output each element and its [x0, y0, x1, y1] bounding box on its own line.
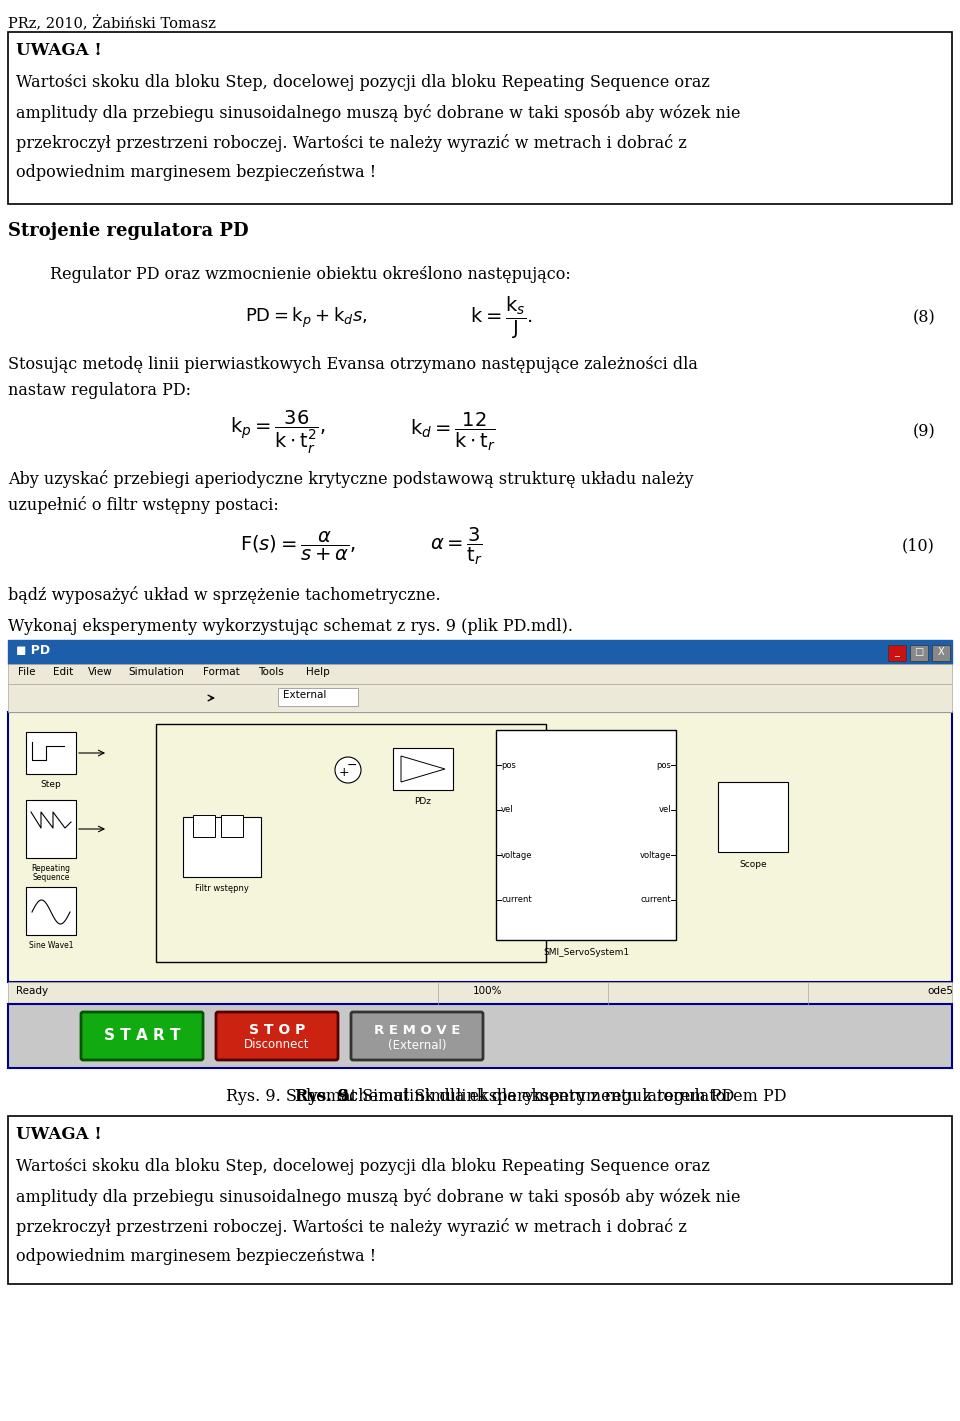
Text: vel: vel	[659, 806, 671, 814]
Text: $\mathrm{k}_p = \dfrac{36}{\mathrm{k} \cdot \mathrm{t}_r^2},$: $\mathrm{k}_p = \dfrac{36}{\mathrm{k} \c…	[230, 408, 325, 456]
FancyBboxPatch shape	[351, 1012, 483, 1060]
Bar	[718, 782, 788, 853]
Text: Tools: Tools	[258, 666, 284, 676]
Bar	[8, 982, 952, 1005]
Text: $\mathrm{F}(s) = \dfrac{\alpha}{s + \alpha},$: $\mathrm{F}(s) = \dfrac{\alpha}{s + \alp…	[240, 530, 356, 563]
Bar	[496, 730, 676, 941]
Text: pos: pos	[656, 760, 671, 770]
Text: X: X	[938, 647, 945, 657]
Text: Filtr wstępny: Filtr wstępny	[195, 884, 249, 892]
Text: Rys. 9.: Rys. 9.	[295, 1088, 354, 1106]
Bar	[26, 732, 76, 774]
Text: R E M O V E: R E M O V E	[373, 1023, 460, 1036]
Text: Rys. 9. Schemat Simulink dla eksperymentu z regulatorem PD: Rys. 9. Schemat Simulink dla eksperyment…	[226, 1088, 734, 1106]
Text: ◼ PD: ◼ PD	[16, 644, 50, 657]
Text: Scope: Scope	[739, 860, 767, 870]
Text: ode5: ode5	[927, 986, 953, 996]
Bar	[156, 725, 546, 962]
Text: Help: Help	[306, 666, 329, 676]
Bar	[393, 747, 453, 790]
Bar	[8, 684, 952, 712]
Text: uzupełnić o filtr wstępny postaci:: uzupełnić o filtr wstępny postaci:	[8, 496, 278, 514]
Text: Ready: Ready	[16, 986, 48, 996]
Text: Wartości skoku dla bloku Step, docelowej pozycji dla bloku Repeating Sequence or: Wartości skoku dla bloku Step, docelowej…	[16, 74, 709, 91]
Text: Wykonaj eksperymenty wykorzystując schemat z rys. 9 (plik PD.mdl).: Wykonaj eksperymenty wykorzystując schem…	[8, 618, 573, 635]
Bar	[8, 1005, 952, 1069]
Text: SMI_ServoSystem1: SMI_ServoSystem1	[543, 948, 629, 956]
FancyBboxPatch shape	[81, 1012, 203, 1060]
Text: current: current	[640, 895, 671, 905]
Bar	[26, 887, 76, 935]
Polygon shape	[401, 756, 445, 782]
Bar	[8, 33, 952, 205]
Text: vel: vel	[501, 806, 514, 814]
Bar	[888, 645, 906, 661]
Text: Simulation: Simulation	[128, 666, 184, 676]
Text: Step: Step	[40, 780, 61, 789]
FancyBboxPatch shape	[216, 1012, 338, 1060]
Text: 100%: 100%	[473, 986, 503, 996]
Text: amplitudy dla przebiegu sinusoidalnego muszą być dobrane w taki sposób aby wózek: amplitudy dla przebiegu sinusoidalnego m…	[16, 1188, 740, 1206]
Text: Sine Wave1: Sine Wave1	[29, 941, 73, 951]
Text: External: External	[283, 691, 326, 701]
Bar	[183, 817, 261, 877]
Text: $\alpha = \dfrac{3}{\mathrm{t}_r}$: $\alpha = \dfrac{3}{\mathrm{t}_r}$	[430, 526, 483, 567]
Text: UWAGA !: UWAGA !	[16, 43, 102, 60]
Text: +: +	[339, 766, 349, 780]
Bar	[8, 1115, 952, 1285]
Text: current: current	[501, 895, 532, 905]
Circle shape	[335, 757, 361, 783]
Text: amplitudy dla przebiegu sinusoidalnego muszą być dobrane w taki sposób aby wózek: amplitudy dla przebiegu sinusoidalnego m…	[16, 104, 740, 122]
Text: (9): (9)	[912, 423, 935, 441]
Text: □: □	[914, 647, 924, 657]
Text: Regulator PD oraz wzmocnienie obiektu określono następująco:: Regulator PD oraz wzmocnienie obiektu ok…	[50, 266, 571, 283]
Text: _: _	[895, 647, 900, 657]
Text: S T O P: S T O P	[249, 1023, 305, 1037]
Text: pos: pos	[501, 760, 516, 770]
Text: Stosując metodę linii pierwiastkowych Evansa otrzymano następujące zależności dl: Stosując metodę linii pierwiastkowych Ev…	[8, 357, 698, 372]
Text: voltage: voltage	[639, 851, 671, 860]
Text: Format: Format	[203, 666, 240, 676]
Bar	[8, 664, 952, 684]
Text: PRz, 2010, Żabiński Tomasz: PRz, 2010, Żabiński Tomasz	[8, 16, 216, 31]
Text: $\mathrm{k}_d = \dfrac{12}{\mathrm{k} \cdot \mathrm{t}_r}$: $\mathrm{k}_d = \dfrac{12}{\mathrm{k} \c…	[410, 411, 496, 453]
Text: (External): (External)	[388, 1039, 446, 1052]
Text: Aby uzyskać przebiegi aperiodyczne krytyczne podstawową strukturę układu należy: Aby uzyskać przebiegi aperiodyczne kryty…	[8, 470, 693, 487]
Text: bądź wyposażyć układ w sprzężenie tachometryczne.: bądź wyposażyć układ w sprzężenie tachom…	[8, 585, 441, 604]
Bar	[932, 645, 950, 661]
Text: przekroczył przestrzeni roboczej. Wartości te należy wyrazić w metrach i dobrać : przekroczył przestrzeni roboczej. Wartoś…	[16, 1218, 686, 1236]
Bar	[278, 688, 358, 706]
Text: nastaw regulatora PD:: nastaw regulatora PD:	[8, 382, 191, 399]
Text: Edit: Edit	[53, 666, 73, 676]
Text: voltage: voltage	[501, 851, 533, 860]
Bar	[221, 816, 243, 837]
Text: (10): (10)	[902, 537, 935, 554]
Text: Disconnect: Disconnect	[244, 1039, 310, 1052]
Text: Repeating: Repeating	[32, 864, 70, 872]
Bar	[8, 712, 952, 982]
Text: przekroczył przestrzeni roboczej. Wartości te należy wyrazić w metrach i dobrać : przekroczył przestrzeni roboczej. Wartoś…	[16, 134, 686, 152]
Text: Wartości skoku dla bloku Step, docelowej pozycji dla bloku Repeating Sequence or: Wartości skoku dla bloku Step, docelowej…	[16, 1158, 709, 1175]
Bar	[193, 816, 215, 837]
Bar	[8, 639, 952, 664]
Bar	[910, 645, 928, 661]
Text: $\mathrm{PD} = \mathrm{k}_p + \mathrm{k}_d s,$: $\mathrm{PD} = \mathrm{k}_p + \mathrm{k}…	[245, 306, 368, 330]
Text: −: −	[347, 759, 357, 772]
Text: UWAGA !: UWAGA !	[16, 1125, 102, 1142]
Text: $\mathrm{k} = \dfrac{\mathrm{k}_s}{\mathrm{J}}.$: $\mathrm{k} = \dfrac{\mathrm{k}_s}{\math…	[470, 294, 533, 341]
Text: S T A R T: S T A R T	[104, 1029, 180, 1043]
Text: odpowiednim marginesem bezpieczeństwa !: odpowiednim marginesem bezpieczeństwa !	[16, 163, 376, 180]
Text: Strojenie regulatora PD: Strojenie regulatora PD	[8, 222, 249, 240]
Text: Sequence: Sequence	[33, 872, 70, 882]
Text: File: File	[18, 666, 36, 676]
Text: View: View	[88, 666, 112, 676]
Text: PDz: PDz	[415, 797, 431, 806]
Text: odpowiednim marginesem bezpieczeństwa !: odpowiednim marginesem bezpieczeństwa !	[16, 1248, 376, 1265]
Bar	[26, 800, 76, 858]
Text: Schemat Simulink dla eksperymentu z regulatorem PD: Schemat Simulink dla eksperymentu z regu…	[333, 1088, 786, 1106]
Text: (8): (8)	[912, 310, 935, 327]
